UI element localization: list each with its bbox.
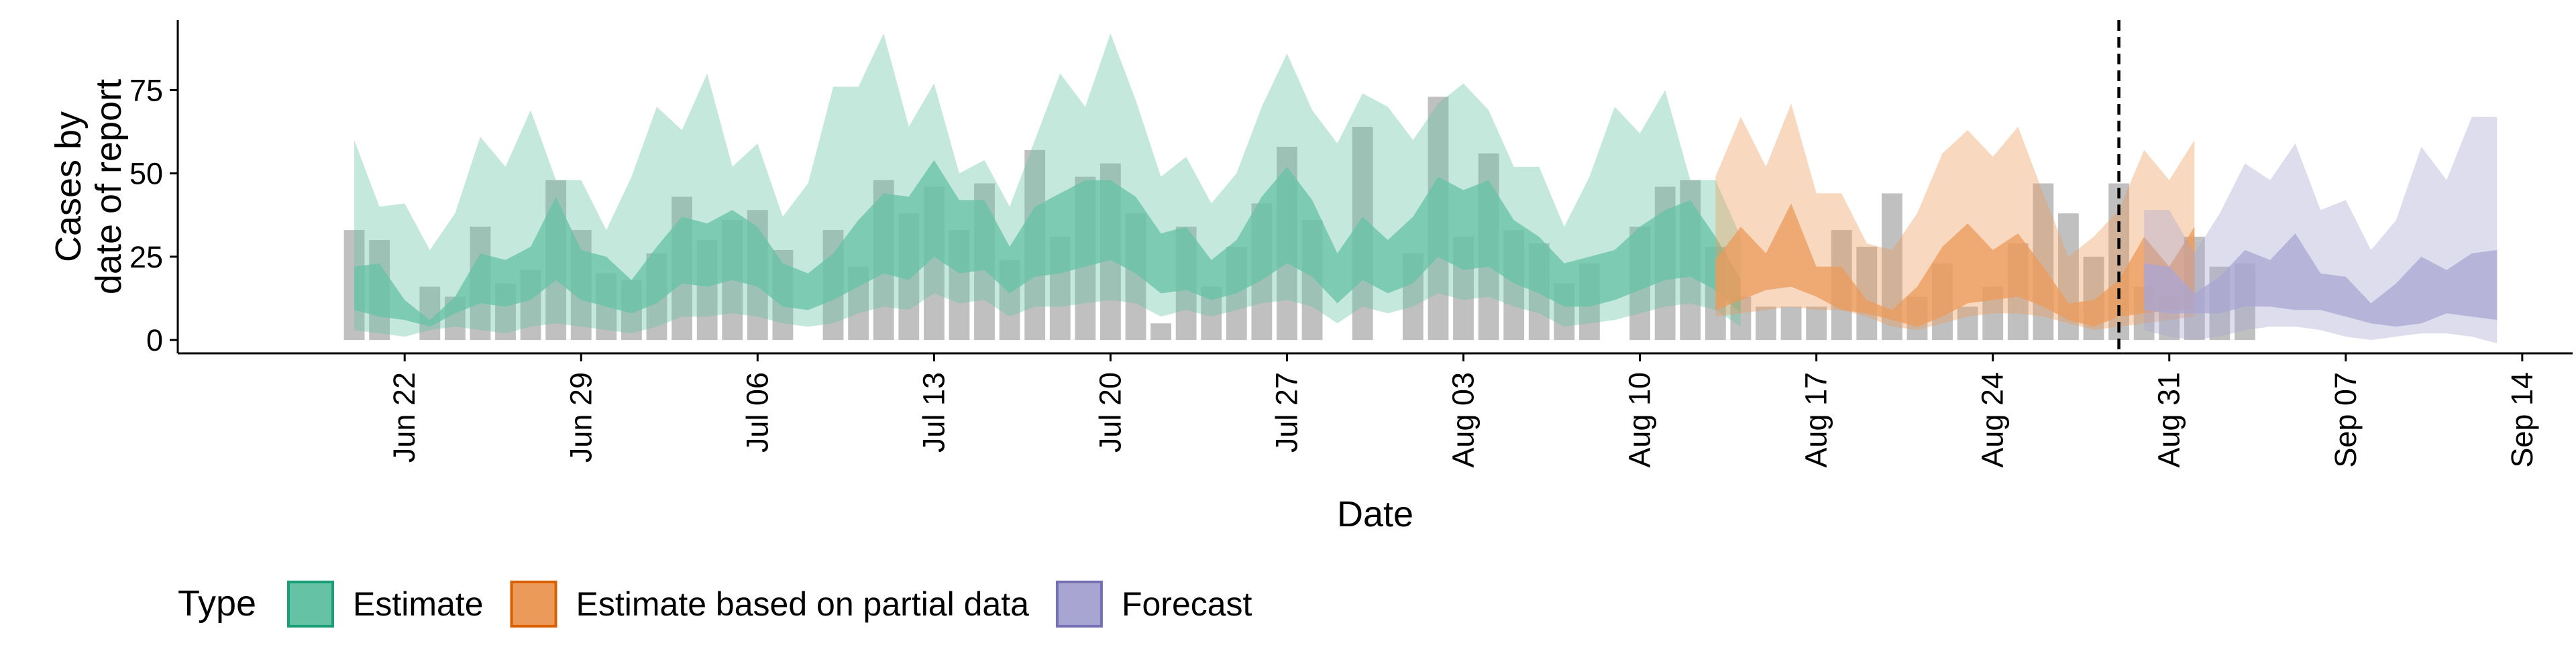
y-axis-title-line: date of report	[89, 79, 129, 294]
legend-label: Estimate	[353, 585, 484, 623]
reported-cases-bar	[1806, 306, 1827, 341]
series-inner-band	[354, 160, 1741, 327]
legend-label: Forecast	[1122, 585, 1252, 623]
y-axis-title-line: Cases by	[48, 111, 89, 262]
reported-cases-bar	[1150, 323, 1171, 341]
series-inner-band	[1715, 203, 2195, 327]
x-tick-label: Aug 03	[1446, 372, 1481, 468]
y-tick-label: 0	[146, 323, 163, 357]
y-axis-title: Cases bydate of report	[48, 79, 129, 294]
x-tick-label: Aug 24	[1976, 372, 2010, 468]
x-tick-label: Sep 14	[2505, 372, 2539, 468]
x-axis-title: Date	[1337, 494, 1413, 534]
series-outer-band	[354, 33, 1741, 337]
legend-swatch	[510, 581, 557, 628]
x-tick-label: Jul 06	[740, 372, 774, 453]
reported-cases-bar	[1957, 306, 1978, 341]
legend: Type Estimate Estimate based on partial da…	[178, 581, 1252, 628]
y-tick-label: 25	[129, 240, 163, 274]
axes-layer: 0 25 50 75 Jun 22 Jun 29 Jul 06 Jul 13 Jul 20 Jul…	[48, 20, 2573, 534]
x-tick-label: Jun 22	[387, 372, 421, 463]
x-tick-label: Aug 31	[2152, 372, 2186, 468]
x-tick-label: Aug 10	[1623, 372, 1657, 468]
x-tick-label: Jun 29	[564, 372, 598, 463]
legend-title: Type	[178, 583, 256, 624]
legend-label: Estimate based on partial data	[576, 585, 1030, 623]
legend-swatch	[287, 581, 334, 628]
y-tick-label: 75	[129, 73, 163, 107]
estimate-bands-layer	[354, 33, 2498, 344]
x-tick-label: Jul 20	[1093, 372, 1127, 453]
x-tick-label: Aug 17	[1799, 372, 1833, 468]
reported-cases-bar	[419, 286, 441, 341]
reported-cases-bar	[1756, 306, 1776, 341]
y-tick-label: 50	[129, 157, 163, 191]
series-inner-band	[2144, 233, 2498, 327]
x-tick-label: Jul 27	[1269, 372, 1303, 453]
x-tick-label: Jul 13	[916, 372, 951, 453]
reported-cases-bar	[1780, 306, 1802, 341]
legend-swatch	[1055, 581, 1103, 628]
x-tick-label: Sep 07	[2328, 372, 2363, 468]
